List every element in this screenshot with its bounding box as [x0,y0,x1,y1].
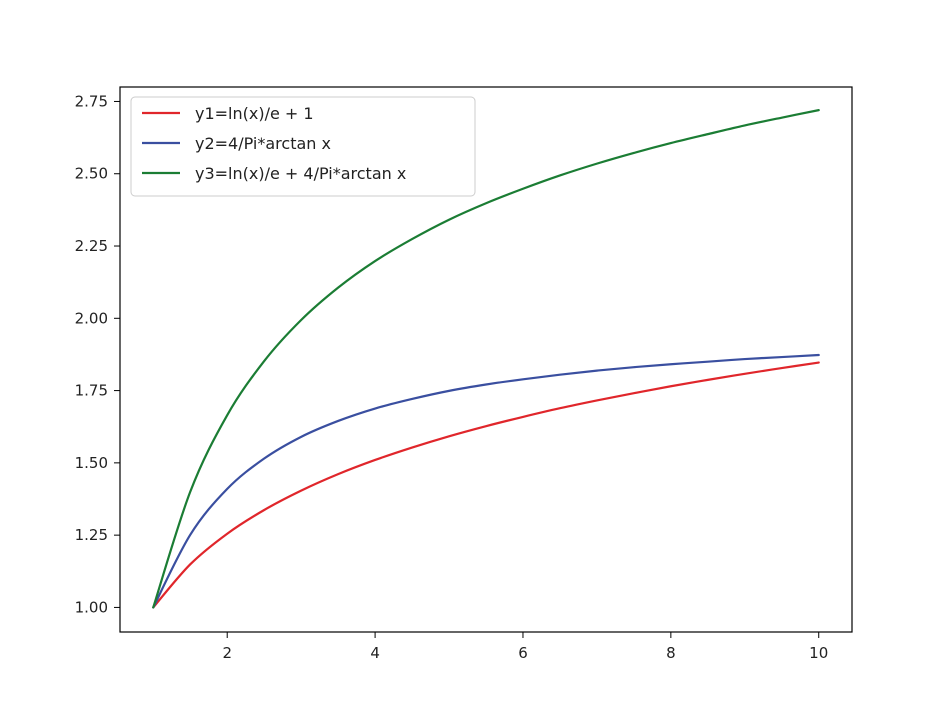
y-tick-label: 1.25 [75,526,108,544]
x-tick-label: 10 [809,644,828,662]
x-tick-label: 6 [518,644,528,662]
y-tick-label: 2.50 [75,165,108,183]
series-line-y2 [152,353,820,609]
legend: y1=ln(x)/e + 1 y2=4/Pi*arctan x y3=ln(x)/e… [130,96,476,197]
legend-label-y3: y3=ln(x)/e + 4/Pi*arctan x [195,164,406,183]
y-tick-label: 1.50 [75,454,108,472]
x-tick-label: 2 [222,644,232,662]
y-tick-label: 2.00 [75,309,108,327]
x-axis-ticks: 2 4 6 8 10 [222,632,828,662]
y-tick-label: 2.75 [75,92,108,110]
legend-label-y1: y1=ln(x)/e + 1 [195,104,314,123]
y-tick-label: 1.00 [75,598,108,616]
y-axis-ticks: 1.00 1.25 1.50 1.75 2.00 2.25 2.50 2.75 [75,92,120,616]
plot-area-frame [119,86,853,633]
series-line-y1 [152,361,820,609]
series-lines [152,109,820,609]
legend-label-y2: y2=4/Pi*arctan x [195,134,331,153]
legend-box [130,96,476,197]
y-tick-label: 2.25 [75,237,108,255]
x-tick-label: 8 [666,644,676,662]
y-tick-label: 1.75 [75,382,108,400]
x-tick-label: 4 [370,644,380,662]
series-line-y3 [152,109,820,609]
